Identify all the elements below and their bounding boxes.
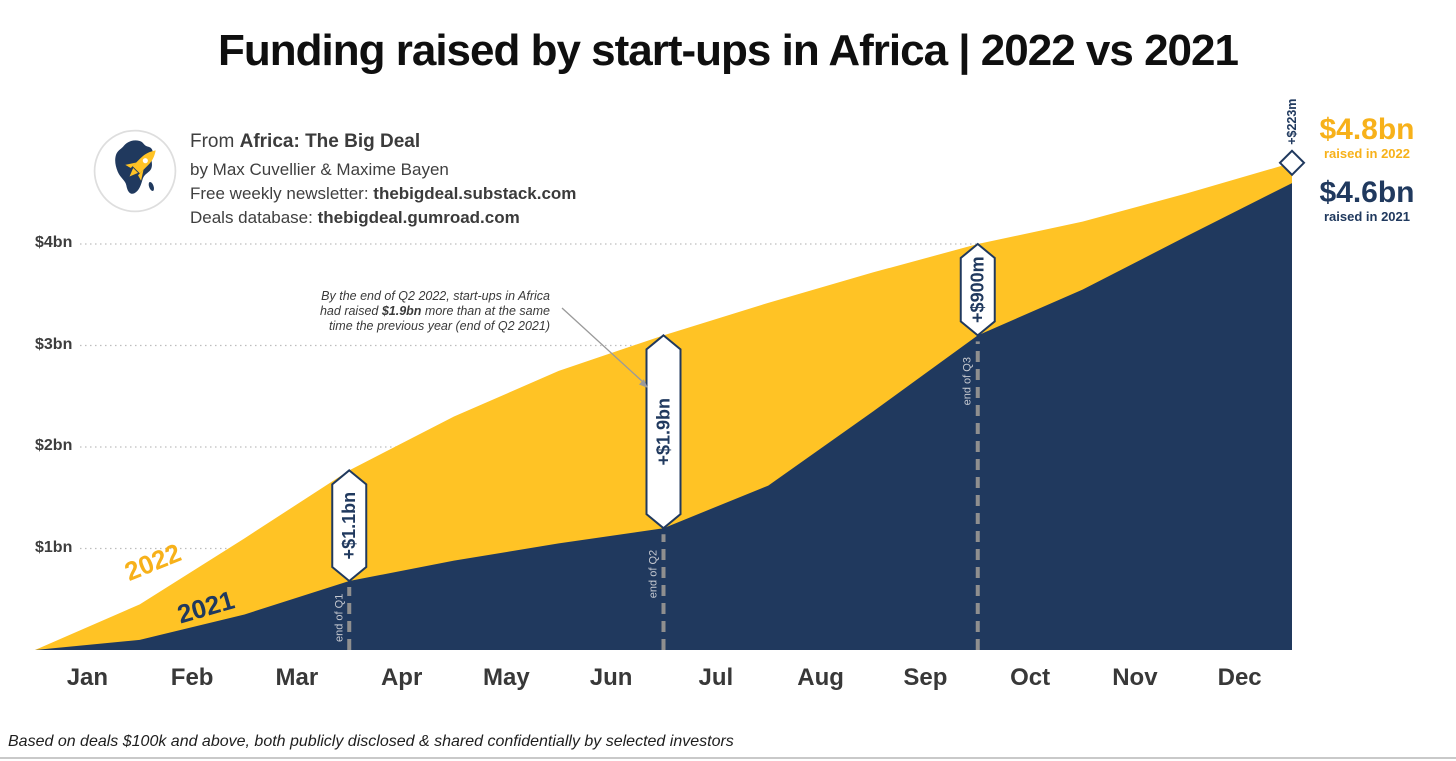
attribution-block: From Africa: The Big Deal by Max Cuvelli…: [190, 131, 576, 230]
madagascar-icon: [148, 181, 154, 191]
annotation-arrowhead: [639, 379, 648, 388]
delta-badge: [645, 334, 682, 530]
africa-big-deal-logo: [93, 129, 177, 213]
delta-badge-label: +$1.9bn: [654, 398, 674, 466]
x-tick-label: Feb: [170, 664, 214, 691]
annotation-arrow: [561, 307, 644, 383]
attribution-source: From Africa: The Big Deal: [190, 131, 576, 153]
total-2021-caption: raised in 2021: [1324, 209, 1410, 224]
y-tick-label: $1bn: [35, 538, 73, 556]
attribution-newsletter: Free weekly newsletter: thebigdeal.subst…: [190, 182, 576, 206]
x-tick-label: May: [483, 664, 530, 691]
q2-annotation: By the end of Q2 2022, start-ups in Afri…: [290, 289, 550, 333]
quarter-axis-label: end of Q2: [648, 550, 660, 598]
delta-badge: [959, 242, 996, 337]
newsletter-link[interactable]: thebigdeal.substack.com: [373, 184, 577, 203]
footer-note: Based on deals $100k and above, both pub…: [8, 733, 734, 750]
delta-diamond: [1278, 149, 1306, 177]
x-tick-label: Apr: [380, 664, 423, 691]
x-axis: Jan Feb Mar Apr May Jun Jul Aug Sep Oct Nov Dec: [0, 664, 1456, 698]
x-tick-label: Jun: [589, 664, 633, 691]
attribution-database: Deals database: thebigdeal.gumroad.com: [190, 206, 576, 230]
bottom-divider: [0, 757, 1456, 759]
x-tick-label: Nov: [1112, 664, 1158, 691]
delta-badge-label: +$1.1bn: [339, 492, 359, 560]
delta-badge-label: +$900m: [968, 256, 988, 323]
total-2022-caption: raised in 2022: [1324, 146, 1410, 161]
y-tick-label: $4bn: [35, 234, 73, 251]
x-tick-label: Jan: [66, 664, 109, 691]
attribution-from-prefix: From: [190, 131, 240, 152]
attribution-authors: by Max Cuvellier & Maxime Bayen: [190, 160, 449, 179]
y-tick-label: $3bn: [35, 335, 73, 353]
database-link[interactable]: thebigdeal.gumroad.com: [317, 208, 520, 227]
q2-annotation-line3: time the previous year (end of Q2 2021): [329, 318, 550, 333]
y-axis: $1bn $2bn $3bn $4bn: [0, 0, 100, 700]
total-2021: $4.6bn: [1319, 176, 1415, 209]
delta-diamond-label: +$223m: [1285, 99, 1299, 145]
x-tick-label: Aug: [797, 664, 844, 691]
x-tick-label: Sep: [903, 664, 948, 691]
x-tick-label: Dec: [1217, 664, 1262, 691]
x-tick-label: Mar: [275, 664, 319, 691]
attribution-source-name: Africa: The Big Deal: [239, 131, 421, 152]
rocket-icon: [125, 150, 156, 181]
database-label: Deals database:: [190, 208, 318, 227]
delta-badge: [331, 469, 368, 583]
q2-annotation-line2: had raised $1.9bn more than at the same: [319, 303, 550, 318]
total-2022: $4.8bn: [1319, 113, 1415, 146]
y-tick-label: $2bn: [35, 437, 73, 454]
x-tick-label: Oct: [1010, 664, 1051, 691]
quarter-axis-label: end of Q1: [333, 594, 345, 642]
x-tick-label: Jul: [698, 664, 734, 691]
newsletter-label: Free weekly newsletter:: [190, 184, 374, 203]
q2-annotation-line1: By the end of Q2 2022, start-ups in Afri…: [321, 289, 550, 303]
quarter-axis-label: end of Q3: [962, 357, 974, 405]
page-title: Funding raised by start-ups in Africa | …: [218, 26, 1239, 75]
totals-block: $4.8bn raised in 2022 $4.6bn raised in 2…: [1303, 113, 1431, 225]
